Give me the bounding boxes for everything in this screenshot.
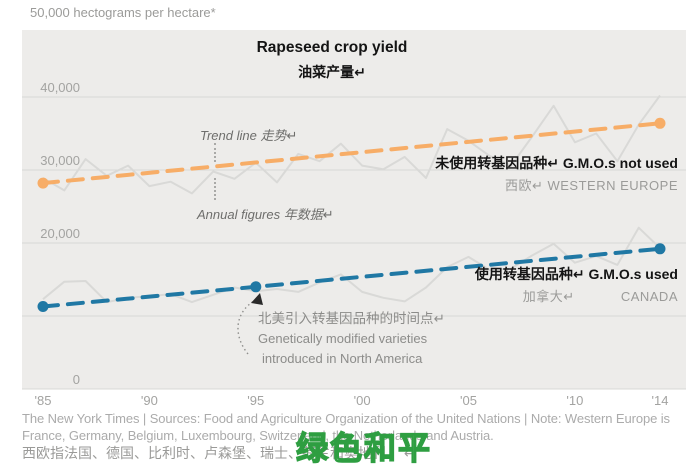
x-axis-label-1995: '95 xyxy=(247,393,265,408)
trend-line-label: Trend line 走势↵ xyxy=(200,128,298,143)
canada-label-en: CANADA xyxy=(620,289,678,304)
x-axis-label-2014: '14 xyxy=(651,393,669,408)
footnote-zh: 西欧指法国、德国、比利时、卢森堡、瑞士、荷兰和奥地利。 ↵ xyxy=(22,445,416,461)
gm-introduction-annotation-en-line2: introduced in North America xyxy=(262,351,423,366)
gmo-not-used-label: 未使用转基因品种↵ G.M.O.s not used xyxy=(435,155,678,171)
western-europe-label-en: WESTERN EUROPE xyxy=(547,178,678,193)
source-credit: The New York Times | Sources: Food and A… xyxy=(22,411,670,444)
y-axis-unit-label: 50,000 hectograms per hectare* xyxy=(30,5,216,20)
annotation-arrow xyxy=(237,300,255,355)
annual-figures-connector xyxy=(214,178,216,200)
x-axis-label-1985: '85 xyxy=(34,393,52,408)
gm-introduction-annotation: 北美引入转基因品种的时间点↵ Genetically modified vari… xyxy=(258,309,445,369)
x-axis-label-2010: '10 xyxy=(566,393,584,408)
trend-line-connector xyxy=(214,143,216,162)
greenpeace-watermark: 绿色和平 xyxy=(295,429,433,466)
y-axis-label-30000: 30,000 xyxy=(40,153,80,168)
data-point-canada_trend-1985 xyxy=(37,301,49,312)
canada-label: 加拿大↵ CANADA xyxy=(523,286,678,305)
annotation-arrowhead-icon xyxy=(251,293,263,305)
y-axis-label-20000: 20,000 xyxy=(40,226,80,241)
western-europe-label: 西欧↵ WESTERN EUROPE xyxy=(505,175,678,194)
x-axis-label-2005: '05 xyxy=(460,393,477,408)
gm-introduction-annotation-en-line1: Genetically modified varieties xyxy=(258,331,428,346)
western-europe-label-zh: 西欧↵ xyxy=(504,178,544,193)
x-axis-label-1990: '90 xyxy=(140,393,158,408)
canada-label-zh: 加拿大↵ xyxy=(522,289,575,304)
x-axis-label-2000: '00 xyxy=(353,393,371,408)
chart-title-zh: 油菜产量↵ xyxy=(298,64,366,80)
data-point-western_europe_trend-1985 xyxy=(37,177,49,189)
data-point-western_europe_trend-2014 xyxy=(654,117,666,129)
source-credit-line1: The New York Times | Sources: Food and A… xyxy=(22,411,670,426)
chart-canvas xyxy=(22,94,686,390)
y-axis-label-40000: 40,000 xyxy=(40,80,80,95)
series-western_europe_trend xyxy=(41,121,662,186)
chart-title: Rapeseed crop yield xyxy=(256,39,408,56)
data-point-canada_trend-2014 xyxy=(654,243,666,255)
data-point-canada_trend-1995 xyxy=(250,281,262,293)
gmo-used-label: 使用转基因品种↵ G.M.O.s used xyxy=(474,266,678,282)
source-credit-line2: France, Germany, Belgium, Luxembourg, Sw… xyxy=(22,427,494,443)
y-axis-label-0: 0 xyxy=(72,372,80,387)
plot-area: Rapeseed crop yield 油菜产量↵ Trend line 走势↵… xyxy=(22,30,686,390)
annual-figures-label: Annual figures 年数据↵ xyxy=(197,207,334,222)
x-axis: '85 '90 '95 '00 '05 '10 '14 xyxy=(0,393,700,409)
gm-introduction-annotation-zh: 北美引入转基因品种的时间点↵ xyxy=(258,311,445,326)
